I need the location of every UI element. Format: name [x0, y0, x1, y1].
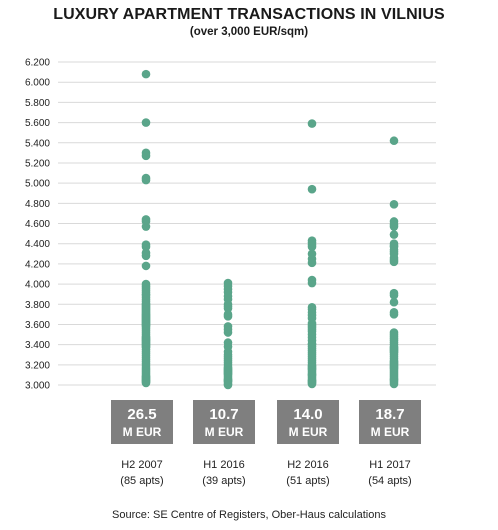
category-count: (51 apts): [286, 475, 329, 487]
category-count: (85 apts): [120, 475, 163, 487]
y-axis-ticks: 3.000 3.200 3.400 3.600 3.800 4.000 4.200 4.400…: [25, 58, 50, 392]
data-point: [389, 200, 399, 209]
data-point: [389, 136, 399, 146]
data-point: [223, 312, 233, 321]
data-point: [389, 230, 399, 239]
total-box: [111, 400, 173, 444]
total-unit: M EUR: [123, 425, 162, 439]
data-point: [141, 261, 151, 271]
total-value: 14.0: [293, 406, 322, 423]
data-point: [389, 297, 399, 307]
category-count: (39 apts): [202, 475, 245, 487]
data-point: [141, 242, 151, 252]
data-point: [307, 379, 317, 389]
data-point: [223, 380, 233, 390]
total-unit: M EUR: [289, 425, 328, 439]
data-point: [141, 251, 151, 261]
data-point: [307, 119, 317, 128]
data-point: [307, 242, 317, 252]
category-label: H1 2017: [369, 459, 411, 471]
y-tick-label: 4.800: [25, 199, 50, 210]
y-tick-label: 6.000: [25, 78, 50, 89]
y-tick-label: 3.600: [25, 320, 50, 331]
data-point: [223, 303, 233, 313]
total-unit: M EUR: [205, 425, 244, 439]
y-tick-label: 4.200: [25, 259, 50, 270]
chart-subtitle: (over 3,000 EUR/sqm): [189, 26, 309, 38]
chart-title: LUXURY APARTMENT TRANSACTIONS IN VILNIUS: [53, 6, 445, 23]
y-tick-label: 3.200: [25, 360, 50, 371]
data-point: [141, 151, 151, 161]
data-point: [223, 328, 233, 337]
total-box: [193, 400, 255, 444]
y-tick-label: 4.400: [25, 239, 50, 250]
total-box: [277, 400, 339, 444]
data-point: [389, 310, 399, 319]
data-point: [141, 378, 151, 388]
category-label: H2 2016: [287, 459, 329, 471]
total-value: 18.7: [375, 406, 404, 423]
data-point: [307, 258, 317, 268]
source-note: Source: SE Centre of Registers, Ober-Hau…: [112, 509, 386, 521]
y-tick-label: 3.800: [25, 300, 50, 311]
data-point: [389, 222, 399, 231]
data-point: [141, 222, 151, 231]
data-points: [141, 69, 399, 390]
y-tick-label: 4.000: [25, 280, 50, 291]
category-total-boxes: 26.5 M EUR 10.7 M EUR 14.0 M EUR 18.7 M EUR: [111, 400, 421, 444]
y-tick-label: 3.000: [25, 381, 50, 392]
total-unit: M EUR: [371, 425, 410, 439]
y-tick-label: 5.600: [25, 118, 50, 129]
y-tick-label: 4.600: [25, 219, 50, 230]
data-point: [141, 175, 151, 185]
total-value: 26.5: [127, 406, 156, 423]
category-count: (54 apts): [368, 475, 411, 487]
category-labels: H2 2007 (85 apts) H1 2016 (39 apts) H2 2016 (…: [120, 459, 411, 487]
data-point: [389, 379, 399, 389]
y-tick-label: 5.000: [25, 179, 50, 190]
y-tick-label: 5.400: [25, 138, 50, 149]
y-tick-label: 3.400: [25, 340, 50, 351]
y-tick-label: 5.800: [25, 98, 50, 109]
category-label: H1 2016: [203, 459, 245, 471]
data-point: [307, 278, 317, 288]
gridlines: [58, 61, 436, 386]
data-point: [141, 118, 151, 127]
y-tick-label: 6.200: [25, 58, 50, 69]
y-tick-label: 5.200: [25, 158, 50, 169]
data-point: [307, 184, 317, 194]
total-box: [359, 400, 421, 444]
category-label: H2 2007: [121, 459, 163, 471]
total-value: 10.7: [209, 406, 238, 423]
data-point: [141, 69, 151, 79]
data-point: [389, 290, 399, 300]
data-point: [389, 257, 399, 267]
